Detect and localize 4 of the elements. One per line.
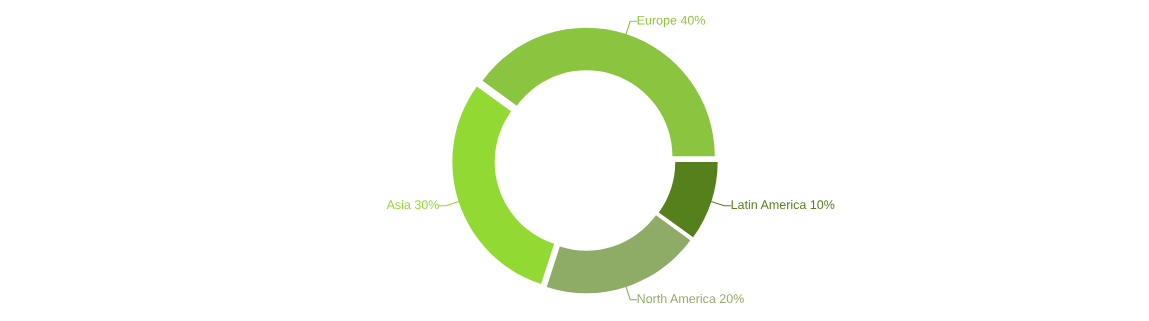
slice-label: North America 20%: [637, 293, 744, 304]
slice-label: Asia 30%: [386, 199, 439, 210]
slice-label: Latin America 10%: [731, 199, 835, 210]
slice-label: Europe 40%: [637, 15, 706, 28]
